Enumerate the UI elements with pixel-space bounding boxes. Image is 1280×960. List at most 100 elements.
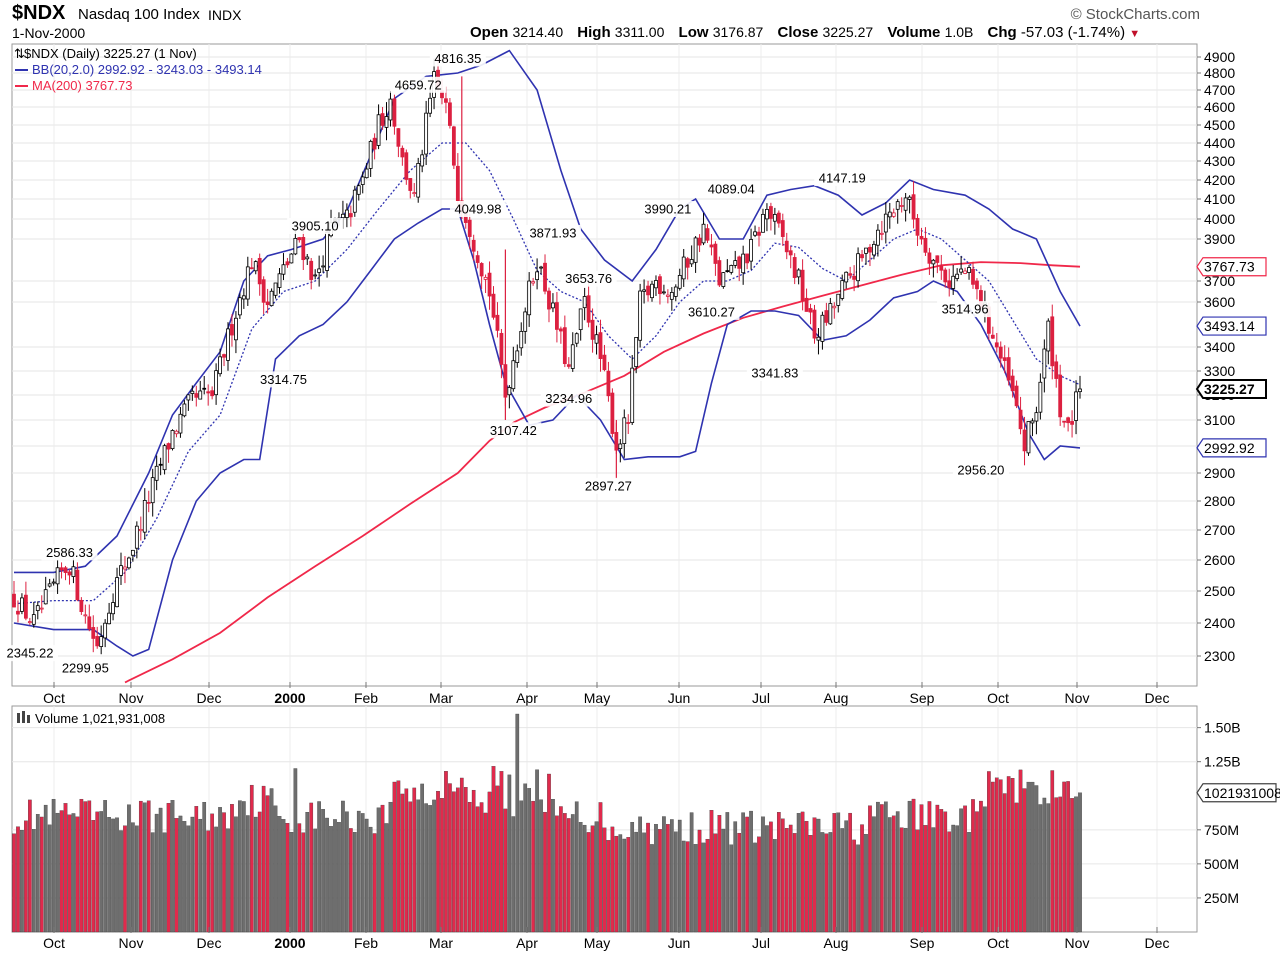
volume-bar [923,825,928,933]
candle-body [590,319,595,340]
candle-body [685,258,690,268]
candle-body [638,290,643,341]
candle-body [860,254,864,259]
candle-body [555,302,559,330]
candle-body [253,261,258,272]
candle-body [79,599,84,612]
as-of-date: 1-Nov-2000 [12,25,86,41]
volume-bar [380,804,385,933]
candle-body [455,165,460,202]
volume-bar [673,831,678,933]
volume-bar [939,809,944,933]
candle-body [420,154,425,167]
volume-bar [63,803,68,933]
candle-body [792,257,797,278]
candle-body [820,314,825,342]
open-value: 3214.40 [512,24,564,40]
candle-body [130,549,135,556]
right-value-tags: 3767.73 3493.14 3225.27 2992.92 [1195,257,1267,458]
candle-body [673,286,678,297]
price-y-tick-label: 3600 [1204,294,1235,310]
volume-last-tag-box [1196,783,1277,803]
candle-body [380,113,385,126]
volume-bar [773,839,777,933]
candle-body [832,305,837,309]
candle-body [127,557,131,569]
candle-body [618,443,623,450]
volume-bar [594,821,599,933]
annotation-label: 2345.22 [7,646,54,661]
candle-body [1034,412,1039,422]
volume-bar [531,800,535,933]
candle-body [95,636,100,647]
volume-bar [329,826,333,933]
volume-bar [499,771,504,933]
volume-bar [392,781,397,933]
volume-bar [543,811,547,933]
candle-body [75,569,80,601]
candle-body [47,583,52,587]
candle-body [265,301,270,306]
candle-body [166,443,171,450]
candle-body [539,266,543,269]
candle-body [562,327,567,365]
candle-body [289,253,294,264]
annotation-box [287,218,344,234]
volume-bar [654,824,658,933]
volume-bar [265,795,270,933]
volume-bar [832,813,837,933]
volume-bar [848,812,852,933]
volume-bar [622,838,627,933]
volume-bar [761,816,765,933]
volume-bar [154,813,159,933]
candle-body [35,605,40,611]
volume-bar [717,815,722,933]
candle-body [848,273,853,276]
volume-bar [273,805,278,933]
legend-price-icon: ⇅ [14,46,25,61]
volume-legend-label: Volume 1,021,931,008 [35,711,165,726]
price-y-tick-label: 4200 [1204,172,1235,188]
volume-bar [566,818,571,933]
volume-bar [198,818,203,933]
volume-bar [907,800,912,933]
volume-bar [178,815,183,933]
x-tick-label: Nov [119,690,144,706]
x-tick-label: Sep [910,935,935,951]
low-value: 3176.87 [712,24,764,40]
price-y-tick-label: 2700 [1204,522,1235,538]
value-tag-box [1196,438,1267,458]
price-y-tick-label: 4300 [1204,153,1235,169]
volume-bar [20,830,24,933]
candle-body [218,356,222,375]
price-y-tick-label: 2300 [1204,648,1235,664]
candle-body [206,391,211,394]
candle-body [150,477,155,504]
volume-bar [519,800,524,933]
x-tick-label: Oct [987,690,1009,706]
volume-bar [618,834,623,933]
candle-body [1070,421,1074,425]
price-panel-frame [11,43,1198,687]
candle-body [162,445,167,471]
candle-body [119,565,123,576]
candle-body [475,255,480,263]
brand-watermark[interactable]: © StockCharts.com [1070,6,1200,23]
value-tag-label: 3493.14 [1204,318,1255,334]
volume-bar [71,813,76,933]
candle-body [313,274,318,277]
volume-bar [428,805,432,933]
volume-bar [87,800,92,933]
volume-bar [598,802,603,933]
candle-body [804,297,809,312]
candle-body [384,116,389,128]
volume-bar [91,820,96,933]
volume-bar [883,801,888,933]
candle-body [444,98,448,103]
volume-bar [602,827,607,933]
volume-bar [51,798,56,933]
candle-body [994,342,999,348]
volume-bar [535,769,539,933]
volume-bar [547,773,551,933]
volume-bar [796,813,801,933]
